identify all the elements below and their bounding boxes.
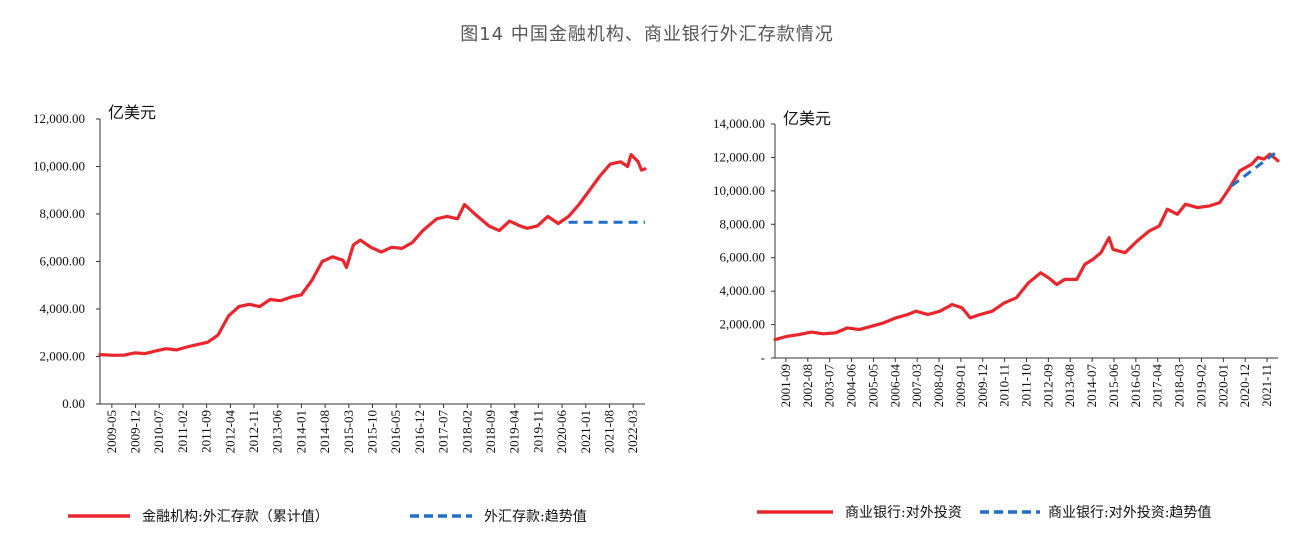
main-series-line: [773, 152, 1280, 342]
x-tick-label: 2011-09: [199, 410, 214, 453]
trend-series-line: [1230, 151, 1277, 187]
x-tick-label: 2022-03: [625, 410, 640, 453]
x-tick-label: 2013-06: [270, 410, 285, 454]
y-tick-label: 2,000.00: [720, 317, 766, 332]
y-tick-label: 12,000.00: [33, 111, 85, 126]
x-tick-label: 2009-05: [104, 410, 119, 453]
y-tick-label: 14,000.00: [713, 116, 765, 131]
x-tick-label: 2011-02: [175, 410, 190, 453]
y-tick-label: 6,000.00: [720, 250, 766, 265]
y-tick-label: 8,000.00: [40, 206, 86, 221]
x-tick-label: 2011-10: [1019, 364, 1034, 407]
x-tick-label: 2016-12: [412, 410, 427, 453]
x-tick-label: 2002-08: [800, 364, 815, 407]
x-tick-label: 2010-07: [151, 410, 166, 454]
x-tick-label: 2014-07: [1084, 364, 1099, 408]
x-tick-label: 2018-09: [483, 410, 498, 453]
x-tick-label: 2018-02: [459, 410, 474, 453]
x-tick-label: 2015-10: [365, 410, 380, 453]
legend-label: 金融机构:外汇存款（累计值）: [142, 509, 329, 525]
x-tick-label: 2020-01: [1215, 364, 1230, 407]
x-tick-label: 2009-12: [128, 410, 143, 453]
x-tick-label: 2005-05: [865, 364, 880, 407]
y-unit-label: 亿美元: [108, 103, 156, 122]
x-tick-label: 2007-03: [909, 364, 924, 407]
left-chart: 亿美元 0.00 2,000.00 4,000.00 6,000.00 8,000.00 1…: [33, 103, 647, 525]
y-tick-label: 10,000.00: [33, 159, 85, 174]
x-tick-label: 2004-06: [844, 364, 859, 408]
x-tick-label: 2008-02: [931, 364, 946, 407]
y-tick-label: 8,000.00: [720, 216, 766, 231]
x-tick-label: 2017-04: [1150, 364, 1165, 408]
x-tick-label: 2012-11: [246, 410, 261, 453]
x-tick-label: 2021-01: [578, 410, 593, 453]
x-tick-label: 2012-09: [1040, 364, 1055, 407]
y-tick-label: 10,000.00: [713, 183, 765, 198]
y-tick-label: 4,000.00: [40, 301, 86, 316]
right-chart: 亿美元 - 2,000.00 4,000.00 6,000.00 8,000.00 10,0…: [713, 109, 1280, 521]
x-tick-label: 2016-05: [1128, 364, 1143, 407]
x-tick-label: 2021-11: [1259, 364, 1274, 407]
x-tick-label: 2010-11: [997, 364, 1012, 407]
y-tick-label: 12,000.00: [713, 149, 765, 164]
x-tick-label: 2021-08: [601, 410, 616, 453]
y-tick-label: 4,000.00: [720, 283, 766, 298]
page-title: 图14 中国金融机构、商业银行外汇存款情况: [460, 24, 834, 45]
main-series-line: [98, 153, 647, 357]
legend-label: 商业银行:对外投资:趋势值: [1048, 505, 1211, 521]
legend-label: 外汇存款:趋势值: [484, 509, 587, 525]
x-tick-label: 2014-08: [317, 410, 332, 453]
x-tick-label: 2006-04: [887, 364, 902, 408]
x-tick-label: 2003-07: [822, 364, 837, 408]
x-tick-label: 2001-09: [778, 364, 793, 407]
x-tick-label: 2019-11: [530, 410, 545, 453]
x-tick-label: 2018-03: [1172, 364, 1187, 407]
x-tick-label: 2019-02: [1193, 364, 1208, 407]
y-tick-label: 2,000.00: [40, 349, 86, 364]
x-tick-label: 2019-04: [507, 410, 522, 454]
x-tick-label: 2012-04: [222, 410, 237, 454]
x-tick-label: 2009-01: [953, 364, 968, 407]
y-tick-label: -: [761, 350, 765, 365]
x-tick-label: 2015-06: [1106, 364, 1121, 408]
x-tick-label: 2016-05: [388, 410, 403, 453]
legend-label: 商业银行:对外投资: [845, 505, 962, 521]
x-tick-label: 2014-01: [293, 410, 308, 453]
x-tick-label: 2015-03: [341, 410, 356, 453]
x-tick-label: 2013-08: [1062, 364, 1077, 407]
x-tick-label: 2020-06: [554, 410, 569, 454]
x-tick-label: 2009-12: [975, 364, 990, 407]
x-tick-label: 2020-12: [1237, 364, 1252, 407]
y-tick-label: 6,000.00: [40, 254, 86, 269]
x-tick-label: 2017-07: [436, 410, 451, 454]
y-unit-label: 亿美元: [783, 109, 831, 128]
y-tick-label: 0.00: [62, 396, 85, 411]
